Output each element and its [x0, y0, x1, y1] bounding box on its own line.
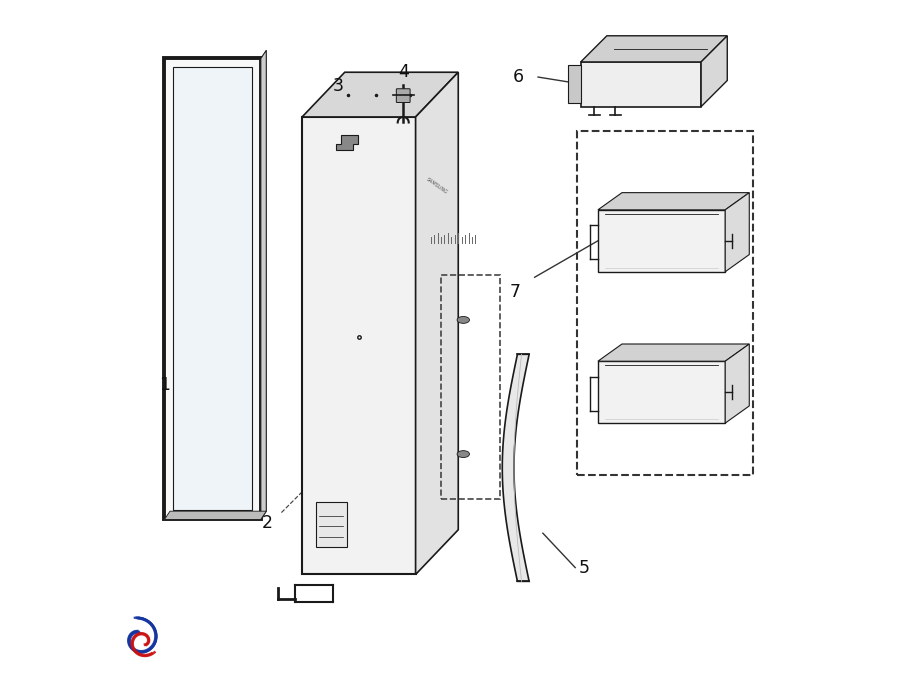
Polygon shape	[598, 344, 750, 361]
Polygon shape	[598, 361, 725, 423]
Ellipse shape	[457, 316, 470, 323]
Polygon shape	[568, 65, 580, 103]
Bar	[316, 502, 346, 547]
Text: 7: 7	[510, 283, 521, 301]
Polygon shape	[174, 67, 252, 510]
Polygon shape	[261, 50, 266, 519]
Text: SAMSUNG: SAMSUNG	[426, 177, 448, 195]
Polygon shape	[701, 36, 727, 107]
Text: 4: 4	[398, 63, 409, 80]
Polygon shape	[725, 193, 750, 272]
Bar	[441, 275, 500, 499]
Text: 6: 6	[513, 68, 525, 86]
Polygon shape	[302, 117, 416, 574]
Text: 5: 5	[579, 559, 590, 577]
Polygon shape	[336, 135, 358, 150]
Text: 2: 2	[262, 514, 274, 532]
Polygon shape	[580, 62, 701, 107]
Text: 1: 1	[159, 376, 170, 394]
Polygon shape	[165, 511, 266, 519]
Polygon shape	[598, 193, 750, 210]
Polygon shape	[165, 58, 261, 519]
Polygon shape	[502, 354, 529, 581]
Polygon shape	[725, 344, 750, 423]
Polygon shape	[580, 36, 727, 62]
Polygon shape	[416, 72, 458, 574]
FancyBboxPatch shape	[396, 89, 410, 103]
Text: 3: 3	[333, 77, 344, 95]
Ellipse shape	[457, 451, 470, 458]
Bar	[577, 131, 752, 475]
Polygon shape	[302, 72, 458, 117]
Polygon shape	[598, 210, 725, 272]
